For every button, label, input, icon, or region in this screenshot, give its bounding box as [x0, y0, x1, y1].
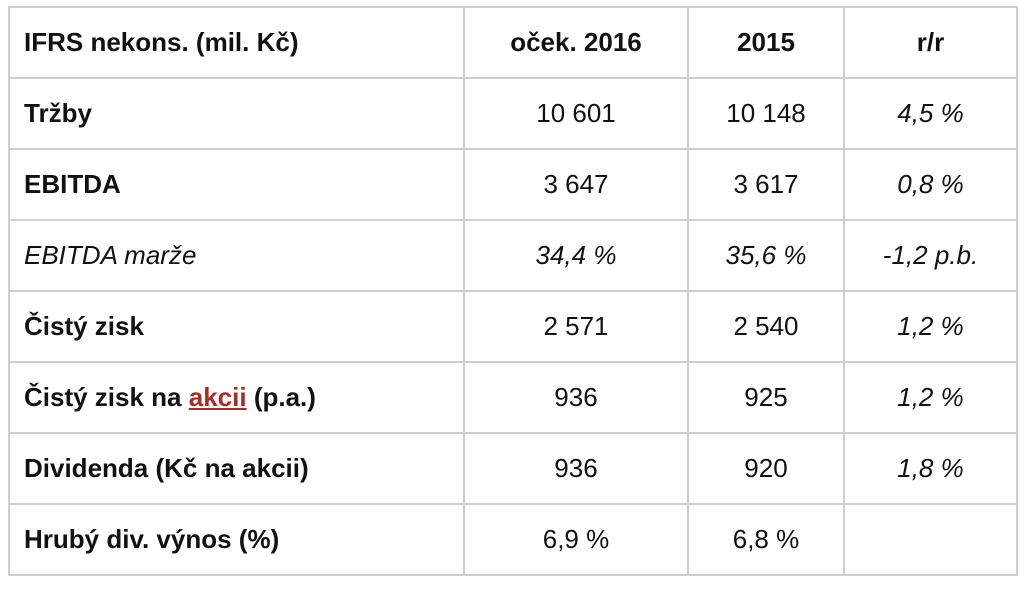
row: Dividenda (Kč na akcii) 936 920 1,8 %	[8, 432, 1018, 505]
cell: 6,9 %	[463, 503, 689, 576]
header-cell: 2015	[687, 6, 845, 79]
header-cell: oček. 2016	[463, 6, 689, 79]
cell: 920	[687, 432, 845, 505]
row: Čistý zisk na akcii (p.a.) 936 925 1,2 %	[8, 361, 1018, 434]
cell: 1,2 %	[843, 290, 1018, 363]
cell: 1,8 %	[843, 432, 1018, 505]
header-row: IFRS nekons. (mil. Kč) oček. 2016 2015 r…	[8, 6, 1018, 79]
row-label: EBITDA marže	[8, 219, 465, 292]
row-label: Čistý zisk na akcii (p.a.)	[8, 361, 465, 434]
row: EBITDA 3 647 3 617 0,8 %	[8, 148, 1018, 221]
row: Tržby 10 601 10 148 4,5 %	[8, 77, 1018, 150]
cell: 2 540	[687, 290, 845, 363]
row-label: EBITDA	[8, 148, 465, 221]
empty-cell	[843, 503, 1018, 576]
header-cell: r/r	[843, 6, 1018, 79]
cell: 936	[463, 361, 689, 434]
cell: 925	[687, 361, 845, 434]
cell: 6,8 %	[687, 503, 845, 576]
row: Čistý zisk 2 571 2 540 1,2 %	[8, 290, 1018, 363]
row-label: Hrubý div. výnos (%)	[8, 503, 465, 576]
results-table: IFRS nekons. (mil. Kč) oček. 2016 2015 r…	[8, 6, 1018, 576]
cell: 2 571	[463, 290, 689, 363]
cell: 10 601	[463, 77, 689, 150]
cell: 1,2 %	[843, 361, 1018, 434]
cell: 4,5 %	[843, 77, 1018, 150]
label-text: (p.a.)	[253, 382, 316, 412]
cell: -1,2 p.b.	[843, 219, 1018, 292]
cell: 10 148	[687, 77, 845, 150]
row-label: Tržby	[8, 77, 465, 150]
row: EBITDA marže 34,4 % 35,6 % -1,2 p.b.	[8, 219, 1018, 292]
label-text: Čistý zisk na	[24, 382, 182, 412]
cell: 3 647	[463, 148, 689, 221]
cell: 936	[463, 432, 689, 505]
cell: 35,6 %	[687, 219, 845, 292]
cell: 34,4 %	[463, 219, 689, 292]
row: Hrubý div. výnos (%) 6,9 % 6,8 %	[8, 503, 1018, 576]
header-cell: IFRS nekons. (mil. Kč)	[8, 6, 465, 79]
row-label: Čistý zisk	[8, 290, 465, 363]
cell: 3 617	[687, 148, 845, 221]
row-label: Dividenda (Kč na akcii)	[8, 432, 465, 505]
cell: 0,8 %	[843, 148, 1018, 221]
link[interactable]: akcii	[188, 382, 247, 412]
